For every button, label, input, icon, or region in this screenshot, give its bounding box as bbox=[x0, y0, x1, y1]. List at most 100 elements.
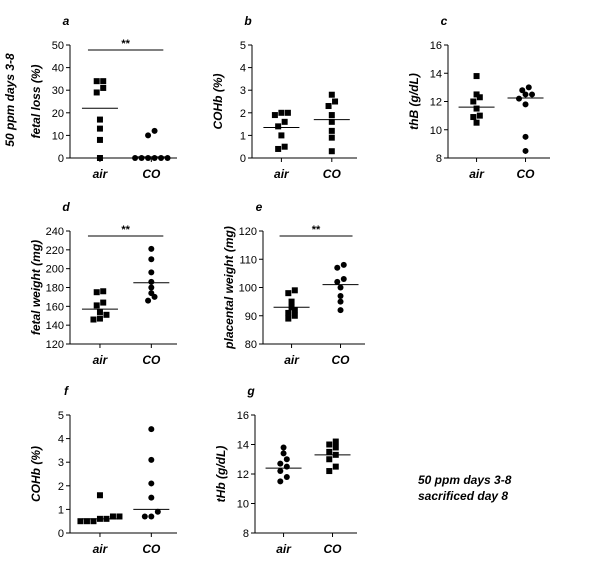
data-point-air bbox=[284, 109, 291, 116]
data-point-co bbox=[340, 276, 347, 283]
y-tick-label: 8 bbox=[243, 528, 249, 540]
data-point-air bbox=[100, 288, 107, 295]
data-point-co bbox=[516, 95, 523, 102]
x-tick-label-air: air bbox=[93, 542, 109, 556]
y-tick-label: 14 bbox=[237, 440, 249, 452]
data-point-air bbox=[100, 78, 107, 85]
y-tick-label: 1 bbox=[240, 130, 246, 142]
data-point-air bbox=[103, 311, 110, 318]
data-point-co bbox=[340, 261, 347, 268]
y-tick-label: 160 bbox=[46, 301, 64, 313]
data-point-co bbox=[148, 269, 155, 276]
data-point-air bbox=[93, 78, 100, 85]
data-point-co bbox=[332, 98, 339, 105]
panel-d: 120 140 160 180 200 220 240 air CO fetal weight (… bbox=[29, 200, 177, 367]
data-point-air bbox=[476, 112, 483, 119]
data-point-air bbox=[283, 463, 290, 470]
y-axis-label: tHb (g/dL) bbox=[214, 446, 228, 503]
data-point-co bbox=[145, 155, 152, 161]
data-point-air bbox=[473, 105, 480, 112]
x-tick-label-co: CO bbox=[142, 542, 161, 556]
data-point-air bbox=[96, 116, 103, 123]
data-point-air bbox=[96, 125, 103, 132]
panel-a: 0 10 20 30 40 50 air CO fetal loss (%) a ** bbox=[29, 14, 177, 181]
data-point-co bbox=[148, 494, 155, 501]
data-point-air bbox=[470, 98, 477, 105]
data-point-air bbox=[93, 289, 100, 296]
data-point-co bbox=[332, 438, 339, 445]
panel-letter: f bbox=[64, 384, 69, 398]
data-point-air bbox=[271, 112, 278, 119]
data-point-co bbox=[328, 148, 335, 155]
y-tick-label: 100 bbox=[239, 283, 257, 295]
data-point-co bbox=[326, 448, 333, 455]
data-point-co bbox=[522, 147, 529, 154]
y-tick-label: 16 bbox=[430, 40, 442, 52]
data-point-co bbox=[145, 297, 152, 304]
data-point-air bbox=[93, 302, 100, 309]
y-tick-label: 200 bbox=[46, 264, 64, 276]
y-tick-label: 180 bbox=[46, 283, 64, 295]
y-axis-label: fetal loss (%) bbox=[29, 64, 43, 138]
data-point-air bbox=[278, 132, 285, 139]
x-tick-label-co: CO bbox=[324, 542, 343, 556]
panel-letter: e bbox=[256, 200, 263, 214]
data-point-air bbox=[291, 307, 298, 314]
y-tick-label: 30 bbox=[52, 85, 64, 97]
y-tick-label: 220 bbox=[46, 245, 64, 257]
data-point-co bbox=[148, 256, 155, 263]
y-tick-label: 2 bbox=[58, 481, 64, 493]
data-point-co bbox=[522, 101, 529, 108]
significance-label: ** bbox=[121, 38, 130, 50]
data-point-co bbox=[132, 155, 139, 161]
y-tick-label: 20 bbox=[52, 108, 64, 120]
x-tick-label-co: CO bbox=[332, 353, 351, 367]
data-point-air bbox=[283, 473, 290, 480]
y-tick-label: 50 bbox=[52, 40, 64, 52]
data-point-co bbox=[148, 245, 155, 252]
y-tick-label: 80 bbox=[245, 339, 257, 351]
data-point-co bbox=[337, 298, 344, 305]
data-point-air bbox=[281, 118, 288, 125]
data-point-air bbox=[476, 94, 483, 101]
data-point-air bbox=[280, 450, 287, 457]
y-axis-label: thB (g/dL) bbox=[407, 73, 421, 130]
y-tick-label: 3 bbox=[58, 457, 64, 469]
data-point-co bbox=[529, 91, 536, 98]
significance-label: ** bbox=[121, 224, 130, 236]
data-point-co bbox=[337, 307, 344, 314]
panel-b: 0 1 2 3 4 5 air CO COHb (%) b bbox=[211, 14, 357, 181]
y-tick-label: 3 bbox=[240, 85, 246, 97]
data-point-co bbox=[154, 508, 161, 515]
data-point-air bbox=[473, 119, 480, 126]
data-point-co bbox=[328, 91, 335, 98]
data-point-co bbox=[148, 480, 155, 487]
x-tick-label-co: CO bbox=[517, 167, 536, 181]
x-tick-label-air: air bbox=[93, 167, 109, 181]
data-point-co bbox=[334, 264, 341, 271]
data-point-co bbox=[141, 513, 148, 520]
data-point-co bbox=[328, 112, 335, 119]
data-point-air bbox=[77, 518, 84, 525]
side-label-bottom-line2: sacrificed day 8 bbox=[418, 489, 508, 503]
data-point-air bbox=[275, 123, 282, 130]
x-tick-label-air: air bbox=[274, 167, 290, 181]
y-axis-label: COHb (%) bbox=[211, 74, 225, 130]
data-point-air bbox=[291, 312, 298, 319]
data-point-air bbox=[116, 513, 123, 520]
data-point-co bbox=[519, 87, 526, 94]
data-point-air bbox=[277, 468, 284, 475]
y-tick-label: 10 bbox=[52, 130, 64, 142]
data-point-co bbox=[332, 463, 339, 470]
data-point-air bbox=[96, 155, 103, 161]
data-point-air bbox=[473, 91, 480, 98]
y-tick-label: 2 bbox=[240, 108, 246, 120]
x-tick-label-air: air bbox=[93, 353, 109, 367]
data-point-air bbox=[278, 109, 285, 116]
data-point-co bbox=[522, 91, 529, 98]
data-point-co bbox=[158, 155, 165, 161]
x-tick-label-air: air bbox=[276, 542, 292, 556]
y-tick-label: 0 bbox=[240, 153, 246, 165]
y-tick-label: 110 bbox=[239, 254, 257, 266]
